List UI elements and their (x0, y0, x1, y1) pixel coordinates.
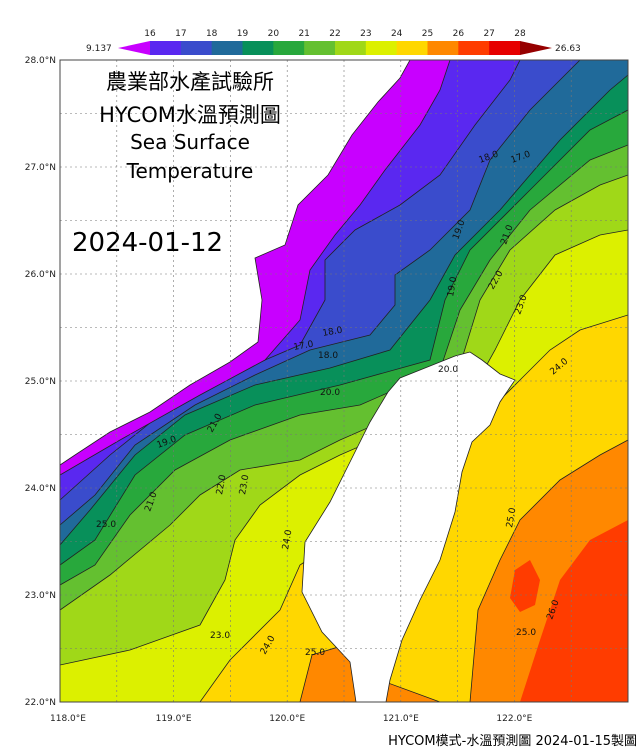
colorbar-min-label: 9.137 (86, 44, 112, 54)
lat-label: 22.0°N (25, 698, 56, 708)
map-frame (59, 59, 629, 703)
colorbar-over-arrow (520, 41, 552, 55)
forecast-date: 2024-01-12 (72, 228, 224, 258)
contour-label: 18.0 (318, 351, 338, 361)
colorbar-box (458, 41, 490, 55)
contour-label: 20.0 (438, 365, 458, 375)
colorbar-box (304, 41, 336, 55)
title-temperature: Temperature (126, 159, 254, 183)
colorbar-box (273, 41, 305, 55)
lat-label: 25.0°N (25, 377, 56, 387)
lon-label: 119.0°E (156, 714, 192, 724)
title-institute: 農業部水產試驗所 (106, 70, 274, 94)
contour-label: 23.0 (238, 474, 251, 496)
contour-label: 18.0 (322, 326, 344, 339)
colorbar-box (242, 41, 274, 55)
colorbar-tick-label: 28 (514, 29, 526, 39)
map-axes: 28.0°N 27.0°N 26.0°N 25.0°N 24.0°N 23.0°N 22.0… (25, 56, 533, 724)
map-gridlines (60, 60, 628, 702)
colorbar-tick-label: 27 (483, 29, 494, 39)
colorbar-max-label: 26.63 (555, 44, 581, 54)
colorbar-tick-label: 18 (206, 29, 218, 39)
colorbar-box (335, 41, 367, 55)
colorbar-box (180, 41, 213, 55)
colorbar-box (150, 41, 182, 55)
contour-label: 25.0 (505, 507, 518, 529)
colorbar-tick-label: 16 (144, 29, 156, 39)
title-sea-surface: Sea Surface (130, 130, 250, 154)
lat-label: 23.0°N (25, 591, 56, 601)
contour-label: 17.0 (293, 340, 315, 353)
lon-label: 118.0°E (50, 714, 86, 724)
contour-label: 25.0 (305, 648, 325, 658)
footer-caption: HYCOM模式-水溫預測圖 2024-01-15製圖 (388, 734, 637, 749)
title-hycom: HYCOM水溫預測圖 (99, 103, 281, 127)
colorbar-tick-label: 24 (391, 29, 403, 39)
band-26-27 (520, 520, 628, 702)
colorbar-tick-label: 17 (175, 29, 186, 39)
map-area: 18.0 17.018.017.018.019.020.021.019.021.0… (60, 60, 628, 702)
colorbar-tick-label: 22 (329, 29, 340, 39)
band-26-27-spot (510, 560, 540, 612)
colorbar-tick-label: 26 (453, 29, 465, 39)
colorbar-tick-label: 19 (237, 29, 249, 39)
contour-label: 22.0 (215, 474, 228, 496)
contour-label: 19.0 (446, 276, 459, 298)
contour-label: 24.0 (281, 529, 294, 551)
lat-label: 27.0°N (25, 163, 56, 173)
china-coast-land (60, 60, 411, 466)
contour-label: 25.0 (516, 628, 536, 638)
colorbar-box (427, 41, 459, 55)
colorbar-tick-label: 23 (360, 29, 371, 39)
colorbar-box (211, 41, 243, 55)
colorbar-box (365, 41, 398, 55)
colorbar-tick-label: 20 (268, 29, 280, 39)
contour-label: 20.0 (320, 388, 340, 398)
colorbar-box (396, 41, 428, 55)
contour-label: 25.0 (96, 520, 116, 530)
contour-label: 23.0 (210, 631, 230, 641)
lat-label: 26.0°N (25, 270, 56, 280)
colorbar-box (489, 41, 521, 55)
colorbar-tick-label: 21 (298, 29, 309, 39)
colorbar-tick-label: 25 (422, 29, 433, 39)
lat-label: 28.0°N (25, 56, 56, 66)
contour-labels: 18.0 17.018.017.018.019.020.021.019.021.0… (96, 149, 570, 658)
lon-label: 120.0°E (269, 714, 305, 724)
colorbar-under-arrow (118, 41, 150, 55)
lon-label: 122.0°E (496, 714, 532, 724)
colorbar: 9.137 26.63 16 17 18 19 20 21 22 23 24 25 26 27 28 (86, 29, 581, 55)
lon-label: 121.0°E (383, 714, 419, 724)
taiwan-land (301, 351, 516, 702)
lat-label: 24.0°N (25, 484, 56, 494)
